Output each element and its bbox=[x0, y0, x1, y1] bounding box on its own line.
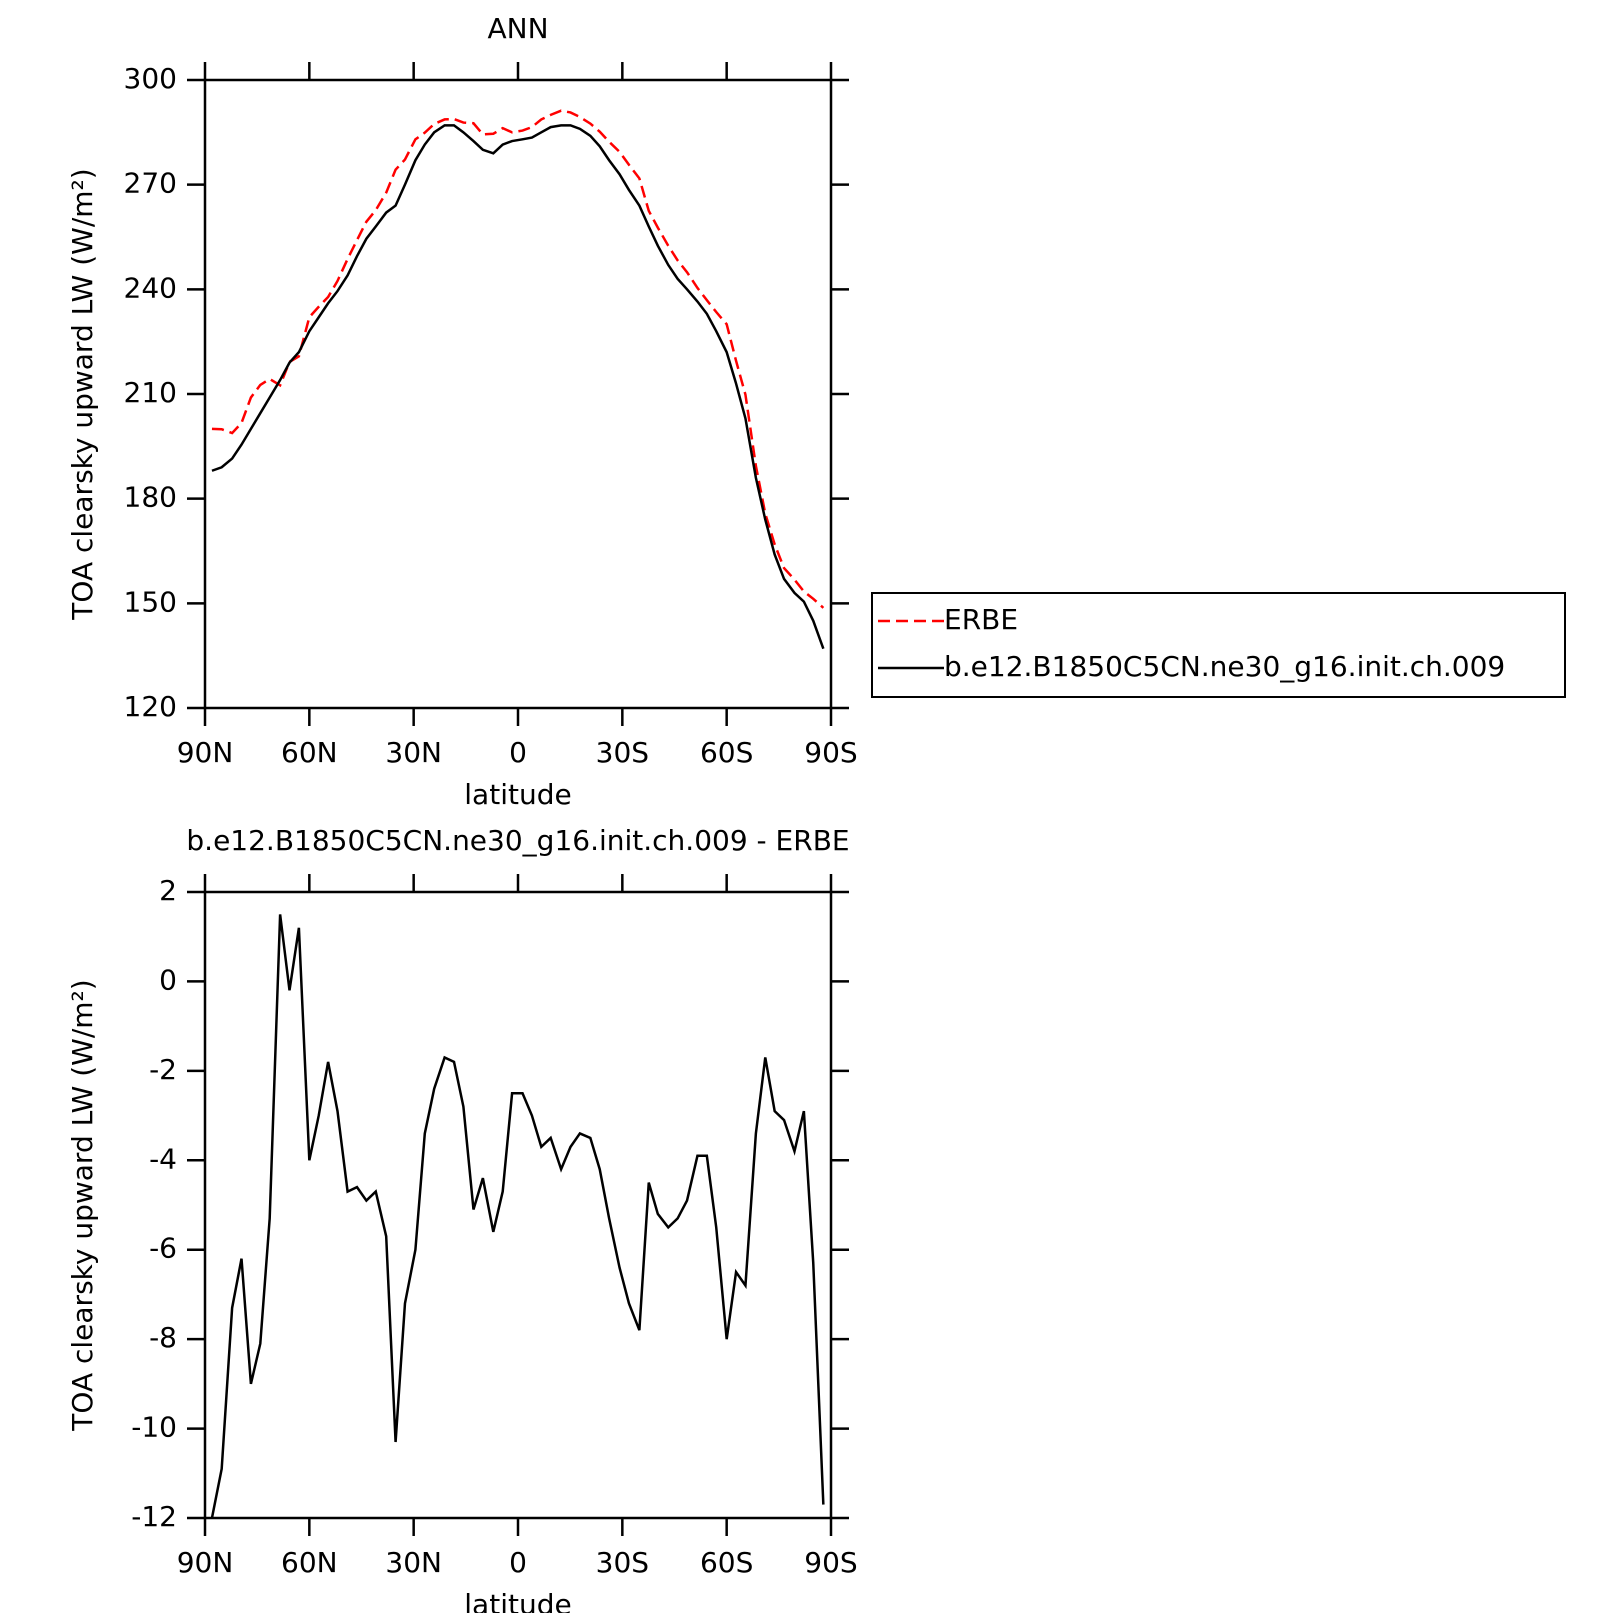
x-tick-label: 30S bbox=[596, 1546, 649, 1579]
y-tick-label: 270 bbox=[124, 167, 177, 200]
y-tick-label: -12 bbox=[131, 1500, 177, 1533]
y-tick-label: -4 bbox=[149, 1142, 177, 1175]
legend-box bbox=[871, 592, 1566, 698]
data-line bbox=[211, 109, 825, 609]
x-tick-label: 60N bbox=[281, 736, 338, 769]
x-axis-label: latitude bbox=[464, 1588, 571, 1613]
x-tick-label: 30S bbox=[596, 736, 649, 769]
y-axis-label: TOA clearsky upward LW (W/m²) bbox=[66, 168, 99, 620]
y-tick-label: 300 bbox=[124, 62, 177, 95]
x-tick-label: 90N bbox=[177, 736, 234, 769]
y-tick-label: 120 bbox=[124, 690, 177, 723]
plot-frame bbox=[203, 890, 833, 1520]
x-tick-label: 90S bbox=[804, 1546, 857, 1579]
y-tick-label: 0 bbox=[159, 963, 177, 996]
plot-frame bbox=[203, 78, 833, 710]
data-line bbox=[210, 914, 825, 1519]
y-axis-label: TOA clearsky upward LW (W/m²) bbox=[66, 979, 99, 1431]
x-tick-label: 60N bbox=[281, 1546, 338, 1579]
data-line bbox=[211, 124, 825, 650]
y-tick-label: 180 bbox=[124, 481, 177, 514]
x-tick-label: 60S bbox=[700, 736, 753, 769]
x-tick-label: 0 bbox=[509, 1546, 527, 1579]
legend-label: b.e12.B1850C5CN.ne30_g16.init.ch.009 bbox=[944, 650, 1505, 683]
y-tick-label: -8 bbox=[149, 1321, 177, 1354]
x-tick-label: 30N bbox=[385, 736, 442, 769]
x-tick-label: 0 bbox=[509, 736, 527, 769]
x-tick-label: 60S bbox=[700, 1546, 753, 1579]
legend-label: ERBE bbox=[944, 603, 1018, 636]
y-tick-label: 240 bbox=[124, 271, 177, 304]
y-tick-label: 150 bbox=[124, 585, 177, 618]
y-tick-label: 2 bbox=[159, 874, 177, 907]
y-tick-label: -6 bbox=[149, 1232, 177, 1265]
chart-title: ANN bbox=[487, 12, 548, 45]
x-tick-label: 90N bbox=[177, 1546, 234, 1579]
y-tick-label: -2 bbox=[149, 1053, 177, 1086]
x-axis-label: latitude bbox=[464, 778, 571, 811]
chart-title: b.e12.B1850C5CN.ne30_g16.init.ch.009 - E… bbox=[186, 824, 849, 857]
x-tick-label: 30N bbox=[385, 1546, 442, 1579]
x-tick-label: 90S bbox=[804, 736, 857, 769]
y-tick-label: -10 bbox=[131, 1411, 177, 1444]
y-tick-label: 210 bbox=[124, 376, 177, 409]
